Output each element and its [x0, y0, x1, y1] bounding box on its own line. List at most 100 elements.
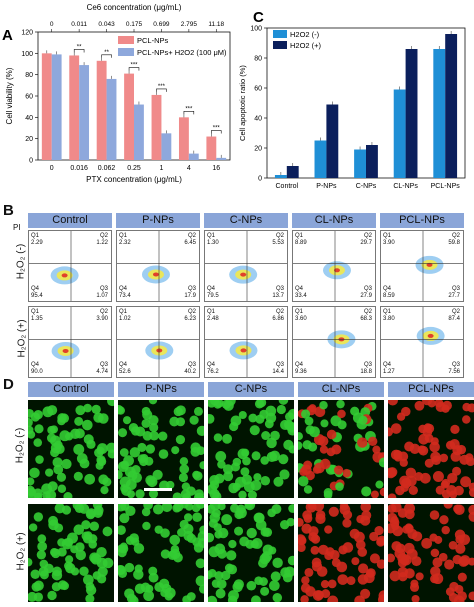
flow-scatter: [29, 231, 111, 301]
panel-letter-d: D: [3, 376, 14, 393]
cell: [452, 466, 462, 476]
cell: [169, 548, 181, 560]
cell: [294, 517, 304, 527]
density-core: [62, 348, 69, 353]
quadrant-value: 1.07: [96, 293, 108, 299]
cell: [468, 487, 474, 497]
cell: [260, 586, 270, 596]
cell: [166, 480, 175, 490]
cell: [216, 579, 227, 589]
cell: [246, 580, 257, 591]
flow-plot: Q1 2.29 Q2 1.22 Q4 95.4 Q3 1.07: [28, 230, 112, 302]
y-tick-label: 60: [25, 94, 33, 101]
flow-group-header: Control: [28, 213, 112, 228]
fluorescence-image: [383, 394, 474, 502]
cell: [462, 415, 471, 424]
cell: [441, 489, 451, 499]
fluorescence-image: [204, 395, 299, 502]
cell: [119, 476, 131, 488]
flow-plot: Q1 3.80 Q2 87.4 Q4 1.27 Q3 7.56: [380, 306, 464, 378]
flow-plot: Q1 8.89 Q2 29.7 Q4 33.4 Q3 27.9: [292, 230, 376, 302]
cell: [125, 535, 135, 545]
cell: [326, 447, 336, 457]
cell: [320, 419, 329, 428]
cell: [33, 438, 43, 447]
flow-plot: Q1 1.30 Q2 5.53 Q4 79.5 Q3 13.7: [204, 230, 288, 302]
cell: [396, 412, 406, 421]
cell: [441, 525, 450, 535]
cell: [415, 572, 424, 581]
cell: [449, 438, 460, 450]
cell: [141, 507, 151, 517]
cell: [389, 570, 401, 582]
cell-field: [385, 499, 474, 607]
cell: [450, 424, 460, 435]
cell: [315, 513, 326, 524]
quadrant-name: Q1: [31, 309, 40, 315]
cell: [304, 567, 314, 577]
cell: [439, 453, 449, 463]
cell: [206, 595, 218, 607]
cell-field: [204, 395, 299, 502]
quadrant-value: 5.53: [272, 240, 284, 246]
cell: [179, 464, 190, 474]
quadrant-name: Q3: [99, 362, 108, 368]
cell: [282, 572, 293, 583]
cell: [427, 399, 436, 408]
quadrant-value: 18.8: [360, 369, 372, 375]
cell: [339, 501, 349, 511]
bar: [41, 53, 52, 161]
cell: [260, 456, 270, 465]
cell-field: [383, 394, 474, 502]
cell: [430, 548, 440, 558]
quadrant-name: Q4: [119, 362, 128, 368]
quadrant-name: Q1: [383, 309, 392, 315]
bar: [366, 145, 378, 178]
cell: [424, 433, 434, 443]
cell: [272, 592, 283, 603]
quadrant-value: 40.2: [184, 369, 196, 375]
cell: [305, 501, 317, 513]
cell: [124, 562, 135, 573]
cell: [173, 406, 183, 417]
cell: [33, 512, 44, 522]
quadrant-value: 13.7: [272, 293, 284, 299]
cell: [29, 467, 40, 479]
cell: [26, 477, 35, 486]
cell: [430, 451, 441, 463]
cell: [246, 527, 257, 539]
cell: [63, 492, 73, 502]
cell: [262, 527, 273, 538]
cell: [45, 468, 54, 477]
cell: [387, 512, 398, 523]
cell: [34, 424, 44, 434]
cell: [261, 431, 271, 441]
cell: [75, 405, 86, 416]
cell: [183, 513, 193, 522]
cell: [86, 439, 96, 449]
cell: [215, 588, 226, 599]
quadrant-value: 6.23: [184, 316, 196, 322]
cell: [457, 572, 467, 582]
cell: [360, 588, 371, 599]
quadrant-value: 33.4: [295, 293, 307, 299]
cell: [196, 425, 208, 436]
top-tick-label: 0.043: [98, 21, 115, 28]
cell: [38, 566, 49, 577]
cell: [145, 444, 156, 454]
fluo-group-header: CL-NPs: [298, 382, 384, 397]
cell: [82, 534, 93, 544]
top-tick-label: 0.011: [71, 21, 87, 28]
quadrant-name: Q4: [119, 286, 128, 292]
flow-scatter: [293, 307, 375, 377]
quadrant-value: 3.90: [96, 316, 108, 322]
x-tick-label: 4: [187, 165, 191, 172]
x-tick-label: 0.062: [98, 165, 116, 172]
bar: [69, 55, 80, 160]
cell: [224, 563, 234, 573]
cell: [251, 451, 261, 461]
legend-label: PCL-NPs: [137, 36, 169, 45]
cell: [279, 469, 290, 480]
legend-swatch: [118, 36, 134, 44]
cell: [288, 504, 298, 513]
